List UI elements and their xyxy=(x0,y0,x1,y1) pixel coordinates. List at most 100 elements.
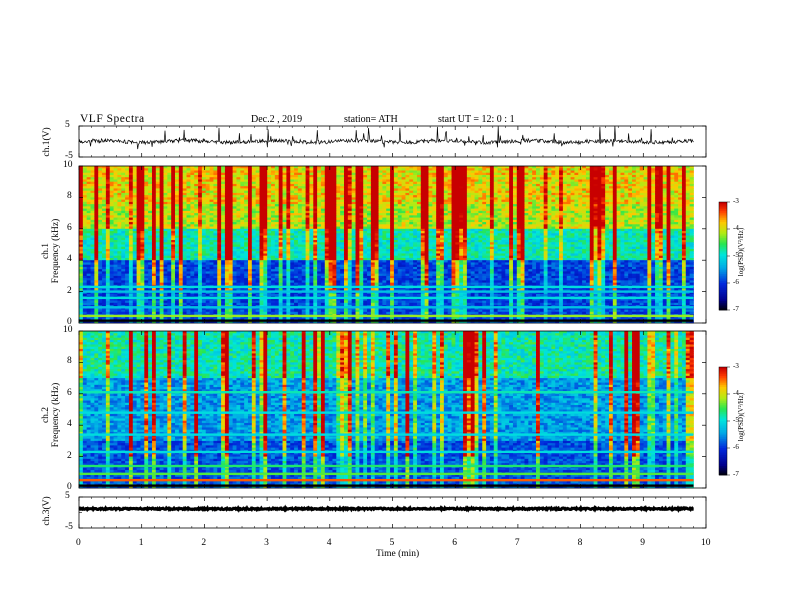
ch1-spectrogram-cell xyxy=(390,174,395,178)
ch1-spectrogram-cell xyxy=(639,177,644,180)
ch1-spectrogram-cell xyxy=(547,172,552,176)
ch1-spectrogram-cell xyxy=(175,168,180,171)
ch1-spectrogram-cell xyxy=(655,231,660,234)
ch1-spectrogram-cell xyxy=(125,231,130,234)
ch1-spectrogram-cell xyxy=(570,172,575,176)
ch1-spectrogram-cell xyxy=(102,186,107,189)
ch1-spectrogram-cell xyxy=(278,190,283,194)
ch1-spectrogram-cell xyxy=(416,231,422,234)
ch1-spectrogram-cell xyxy=(632,208,637,212)
ch1-spectrogram-cell xyxy=(635,215,641,218)
ch1-spectrogram-cell xyxy=(643,190,648,194)
ch1-spectrogram-cell xyxy=(428,186,433,189)
ch1-spectrogram-cell xyxy=(224,208,230,212)
ch1-spectrogram-cell xyxy=(416,170,422,174)
ch1-spectrogram-cell xyxy=(263,172,268,176)
ch1-spectrogram-cell xyxy=(282,177,287,180)
ch1-spectrogram-cell xyxy=(574,224,579,227)
ch1-spectrogram-cell xyxy=(520,231,525,234)
ch1-spectrogram-cell xyxy=(155,195,161,198)
ch1-spectrogram-cell xyxy=(447,170,452,174)
ch1-spectrogram-cell xyxy=(593,179,598,183)
ch1-spectrogram-cell xyxy=(305,186,310,189)
ch1-spectrogram-cell xyxy=(244,195,249,198)
ch1-spectrogram-cell xyxy=(559,188,564,192)
ch1-spectrogram-cell xyxy=(244,192,249,196)
ch1-spectrogram-cell xyxy=(294,231,299,234)
ch1-spectrogram-cell xyxy=(236,188,241,192)
ch1-spectrogram-cell xyxy=(340,188,345,192)
ch1-spectrogram-cell xyxy=(374,224,379,227)
ch1-spectrogram-cell xyxy=(205,172,210,176)
ch1-spectrogram-cell xyxy=(194,168,199,171)
ch1-spectrogram-cell xyxy=(125,174,130,178)
ch1-spectrogram-cell xyxy=(171,174,176,178)
ch1-spectrogram-cell xyxy=(397,170,402,174)
ch1-spectrogram-cell xyxy=(639,179,644,183)
ch1-spectrogram-cell xyxy=(632,224,637,227)
ch1-spectrogram-cell xyxy=(501,199,506,203)
ch1-spectrogram-cell xyxy=(528,186,533,189)
ch1-spectrogram-cell xyxy=(86,208,91,212)
ch1-spectrogram-cell xyxy=(620,174,625,178)
ch1-spectrogram-cell xyxy=(466,183,472,187)
ch1-spectrogram-cell xyxy=(689,168,694,171)
ch1-spectrogram-cell xyxy=(121,192,126,196)
ch1-spectrogram-cell xyxy=(294,183,299,187)
ch1-spectrogram-cell xyxy=(125,172,130,176)
ch1-spectrogram-cell xyxy=(328,166,333,169)
ch1-spectrogram-cell xyxy=(520,192,525,196)
ch1-spectrogram-cell xyxy=(493,188,498,192)
ch1-spectrogram-cell xyxy=(309,224,314,227)
ch1-spectrogram-cell xyxy=(209,208,214,212)
ch1-spectrogram-cell xyxy=(121,215,126,218)
ch1-spectrogram-cell xyxy=(582,170,587,174)
ch1-spectrogram-cell xyxy=(466,199,472,203)
ch1-spectrogram-cell xyxy=(117,181,122,185)
ch1-spectrogram-cell xyxy=(436,183,441,187)
ch1-spectrogram-cell xyxy=(128,231,134,234)
ch1-spectrogram-cell xyxy=(382,199,387,203)
ch1-spectrogram-cell xyxy=(128,192,134,196)
ch1-spectrogram-cell xyxy=(86,183,91,187)
ch1-spectrogram-cell xyxy=(397,183,402,187)
ch1-spectrogram-cell xyxy=(559,172,564,176)
ch1-spectrogram-cell xyxy=(451,188,456,192)
ch1-spectrogram-cell xyxy=(236,215,241,218)
ch1-spectrogram-cell xyxy=(524,170,529,174)
ch1-spectrogram-cell xyxy=(547,188,552,192)
ch1-spectrogram-cell xyxy=(512,224,518,227)
ch1-spectrogram-cell xyxy=(201,199,207,203)
ch1-spectrogram-cell xyxy=(536,199,541,203)
ch1-spectrogram-cell xyxy=(478,208,483,212)
ch1-spectrogram-cell xyxy=(102,168,107,171)
ch1-spectrogram-cell xyxy=(608,166,614,169)
ch1-spectrogram-cell xyxy=(501,181,506,185)
ch1-spectrogram-cell xyxy=(86,195,91,198)
ch1-spectrogram-cell xyxy=(443,179,449,183)
ch1-spectrogram-cell xyxy=(217,166,222,169)
ch1-spectrogram-cell xyxy=(493,181,498,185)
ch1-spectrogram-cell xyxy=(79,224,84,227)
ch1-spectrogram-cell xyxy=(582,172,587,176)
ch1-spectrogram-cell xyxy=(635,224,641,227)
ch1-spectrogram-cell xyxy=(190,183,195,187)
ch1-spectrogram-cell xyxy=(132,183,138,187)
ch1-spectrogram-cell xyxy=(413,215,418,218)
ch1-spectrogram-cell xyxy=(232,166,237,169)
ch1-spectrogram-cell xyxy=(566,170,571,174)
ch1-spectrogram-cell xyxy=(94,208,99,212)
ch1-spectrogram-cell xyxy=(681,215,687,218)
ch1-spectrogram-cell xyxy=(647,166,652,169)
ch1-spectrogram-cell xyxy=(397,188,402,192)
ch1-spectrogram-cell xyxy=(221,179,226,183)
ch1-spectrogram-cell xyxy=(681,199,687,203)
ch1-spectrogram-cell xyxy=(374,179,379,183)
ch1-spectrogram-cell xyxy=(359,183,364,187)
ch1-spectrogram-cell xyxy=(505,168,510,171)
ch1-spectrogram-cell xyxy=(620,166,625,169)
ch1-spectrogram-cell xyxy=(432,231,437,234)
ch1-spectrogram-cell xyxy=(290,190,295,194)
ch1-spectrogram-cell xyxy=(305,188,310,192)
ch1-spectrogram-cell xyxy=(201,183,207,187)
